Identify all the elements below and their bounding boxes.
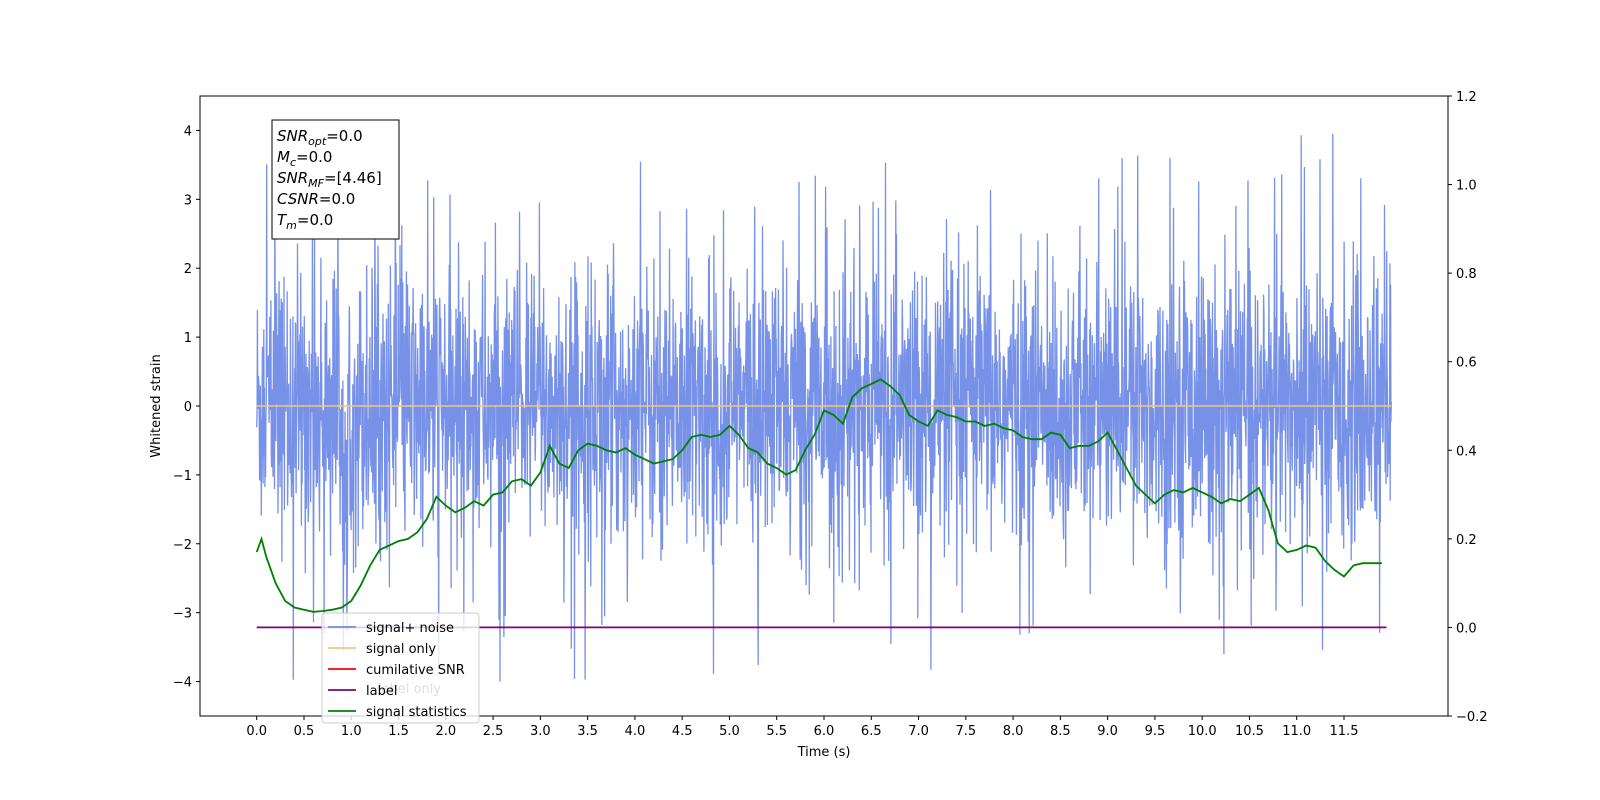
y2-tick-label: −0.2	[1456, 710, 1488, 725]
y-tick-label: −4	[173, 676, 192, 691]
x-tick-label: 8.0	[1003, 724, 1024, 739]
x-tick-label: 10.0	[1188, 724, 1217, 739]
x-tick-label: 1.5	[388, 724, 409, 739]
x-tick-label: 9.0	[1097, 724, 1118, 739]
x-tick-label: 7.5	[955, 724, 976, 739]
y-tick-label: −1	[173, 469, 192, 484]
y2-axis-ticks: −0.2 0.0 0.2 0.4 0.6 0.8 1.0 1.2	[1448, 90, 1488, 725]
x-tick-label: 4.0	[625, 724, 646, 739]
x-tick-label: 0.5	[294, 724, 315, 739]
x-tick-label: 0.0	[246, 724, 267, 739]
x-tick-label: 5.5	[766, 724, 787, 739]
legend-label: signal statistics	[366, 705, 467, 720]
y-tick-label: 3	[184, 193, 192, 208]
legend-label: cumilative SNR	[366, 663, 465, 678]
y2-tick-label: 1.2	[1456, 90, 1477, 105]
annotation-line: SNRMF=[4.46]	[277, 169, 382, 190]
x-axis-ticks: 0.0 0.5 1.0 1.5 2.0 2.5 3.0 3.5 4.0 4.5 5.0 5.5 6.0 6…	[246, 716, 1358, 739]
x-tick-label: 1.0	[341, 724, 362, 739]
annotation-frame	[271, 119, 400, 240]
y2-tick-label: 0.0	[1456, 621, 1477, 636]
x-tick-label: 8.5	[1050, 724, 1071, 739]
legend-hidden-text: label only	[378, 682, 441, 697]
y2-tick-label: 0.2	[1456, 533, 1477, 548]
y2-tick-label: 0.8	[1456, 267, 1477, 282]
signal-noise-series	[256, 133, 1392, 682]
x-tick-label: 9.5	[1145, 724, 1166, 739]
x-axis-label: Time (s)	[797, 745, 851, 760]
x-tick-label: 6.0	[814, 724, 835, 739]
x-tick-label: 6.5	[861, 724, 882, 739]
x-tick-label: 11.0	[1282, 724, 1311, 739]
legend-frame	[321, 612, 480, 724]
x-tick-label: 5.0	[719, 724, 740, 739]
y2-tick-label: 0.4	[1456, 444, 1477, 459]
y-tick-label: −2	[173, 538, 192, 553]
y-tick-label: 1	[184, 331, 192, 346]
y-axis-ticks: −4 −3 −2 −1 0 1 2 3 4	[173, 124, 200, 691]
y-tick-label: 0	[184, 400, 192, 415]
x-tick-label: 2.5	[483, 724, 504, 739]
legend: label only signal+ noise signal only cumil…	[321, 612, 480, 724]
x-tick-label: 2.0	[435, 724, 456, 739]
legend-label: signal+ noise	[366, 621, 454, 636]
y-tick-label: 4	[184, 124, 192, 139]
signal-statistics-line	[255, 378, 1382, 613]
x-tick-label: 4.5	[672, 724, 693, 739]
annotation-line: CSNR=0.0	[277, 190, 355, 208]
x-tick-label: 11.5	[1330, 724, 1359, 739]
x-tick-label: 10.5	[1235, 724, 1264, 739]
annotation-line: Tm=0.0	[277, 211, 333, 232]
y2-tick-label: 0.6	[1456, 356, 1477, 371]
annotation-line: SNRopt=0.0	[277, 127, 363, 148]
y2-tick-label: 1.0	[1456, 179, 1477, 194]
y-tick-label: 2	[184, 262, 192, 277]
legend-label: label	[366, 684, 397, 699]
legend-label: signal only	[366, 642, 436, 657]
x-tick-label: 3.5	[577, 724, 598, 739]
y-axis-label: Whitened strain	[149, 354, 164, 457]
x-tick-label: 3.0	[530, 724, 551, 739]
x-tick-label: 7.0	[908, 724, 929, 739]
annotation-line: Mc=0.0	[277, 148, 332, 169]
signal-noise-line	[256, 133, 1392, 682]
y-tick-label: −3	[173, 607, 192, 622]
